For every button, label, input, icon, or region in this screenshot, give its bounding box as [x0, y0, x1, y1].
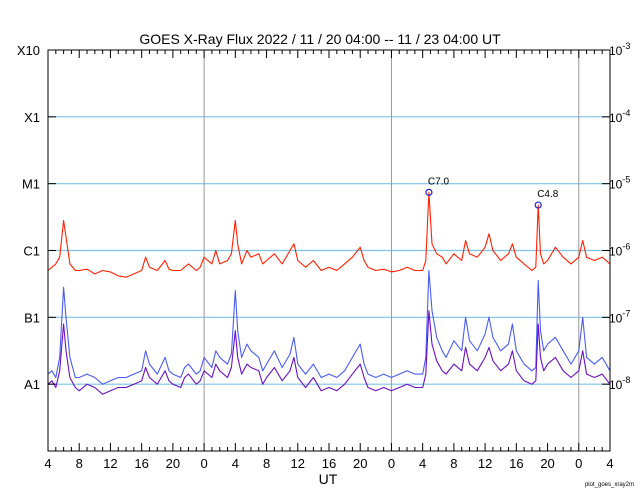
flare-annotations: C7.0 C4.8 — [425, 176, 559, 209]
right-axis-label: 10-3 — [609, 41, 630, 58]
right-axis-label: 10-6 — [609, 242, 630, 259]
chart-title: GOES X-Ray Flux 2022 / 11 / 20 04:00 -- … — [139, 31, 501, 47]
x-tick-label: 4 — [606, 456, 613, 471]
flare-label: C4.8 — [537, 189, 559, 200]
x-tick-label: 12 — [478, 456, 492, 471]
x-tick-label: 16 — [322, 456, 336, 471]
x-tick-label: 4 — [232, 456, 239, 471]
left-axis-label: B1 — [24, 310, 40, 325]
series-line-long_channel — [47, 191, 611, 278]
right-axis-label: 10-7 — [609, 308, 630, 325]
x-tick-label: 8 — [76, 456, 83, 471]
x-tick-label: 4 — [44, 456, 51, 471]
left-axis-label: C1 — [23, 244, 40, 259]
x-axis-label: UT — [319, 471, 338, 487]
flux-series — [47, 191, 611, 395]
left-axis-label: A1 — [24, 377, 40, 392]
flare-label: C7.0 — [428, 176, 450, 187]
series-line-short_channel_purple — [47, 310, 611, 395]
x-tick-labels: 4 8 12 16 20 0 4 8 12 16 20 0 4 8 12 16 20 0 4 — [44, 456, 613, 471]
x-tick-label: 12 — [291, 456, 305, 471]
day-boundary-lines — [203, 50, 580, 451]
right-axis-label: 10-8 — [609, 375, 630, 392]
x-tick-label: 16 — [134, 456, 148, 471]
x-tick-label: 8 — [450, 456, 457, 471]
x-tick-label: 12 — [103, 456, 117, 471]
grid-lines — [48, 116, 610, 385]
left-axis-label: M1 — [22, 177, 40, 192]
flare-marker — [425, 188, 433, 196]
axis-ticks — [47, 49, 611, 451]
x-tick-label: 16 — [509, 456, 523, 471]
x-tick-label: 20 — [353, 456, 367, 471]
flare-marker — [534, 201, 542, 209]
right-axis-label: 10-4 — [609, 108, 630, 125]
right-axis-labels: 10-3 10-4 10-5 10-6 10-7 10-8 — [609, 41, 630, 392]
right-axis-label: 10-5 — [609, 175, 630, 192]
x-tick-label: 20 — [540, 456, 554, 471]
footer-credit: plot_goes_xray2m — [585, 482, 634, 488]
x-tick-label: 4 — [419, 456, 426, 471]
x-tick-label: 0 — [200, 456, 207, 471]
x-tick-label: 20 — [166, 456, 180, 471]
left-axis-labels: X10 X1 M1 C1 B1 A1 — [17, 43, 40, 392]
x-tick-label: 8 — [263, 456, 270, 471]
left-axis-label: X10 — [17, 43, 40, 58]
left-axis-label: X1 — [24, 110, 40, 125]
x-tick-label: 0 — [575, 456, 582, 471]
series-line-short_channel_blue — [47, 269, 611, 385]
x-tick-label: 0 — [388, 456, 395, 471]
